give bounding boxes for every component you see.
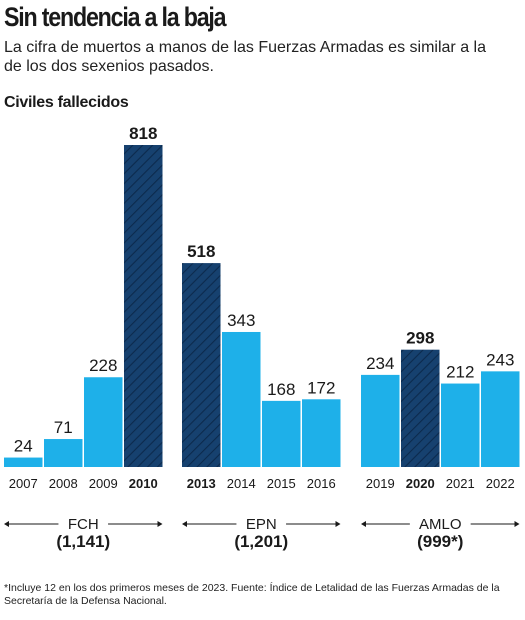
bar-2019 bbox=[361, 374, 400, 467]
tick-label-2022: 2022 bbox=[486, 476, 515, 491]
value-label-2010: 818 bbox=[129, 124, 157, 143]
tick-label-2007: 2007 bbox=[9, 476, 38, 491]
arrow-left-icon bbox=[4, 521, 9, 527]
value-label-2008: 71 bbox=[54, 418, 73, 437]
value-label-2021: 212 bbox=[446, 363, 474, 382]
value-label-2009: 228 bbox=[89, 356, 117, 375]
value-label-2014: 343 bbox=[227, 311, 255, 330]
value-label-2016: 172 bbox=[307, 378, 335, 397]
footnote: *Incluye 12 en los dos primeros meses de… bbox=[4, 582, 500, 607]
bar-2021 bbox=[441, 383, 480, 467]
tick-label-2009: 2009 bbox=[89, 476, 118, 491]
group-name-epn: EPN bbox=[246, 516, 277, 533]
tick-label-2016: 2016 bbox=[307, 476, 336, 491]
bar-2016 bbox=[302, 399, 341, 467]
tick-label-2013: 2013 bbox=[187, 476, 216, 491]
bar-2020 bbox=[401, 349, 440, 467]
bar-2008 bbox=[44, 439, 83, 467]
value-label-2019: 234 bbox=[366, 354, 394, 373]
arrow-right-icon bbox=[157, 521, 163, 527]
value-label-2015: 168 bbox=[267, 380, 295, 399]
chart-subtitle: La cifra de muertos a manos de las Fuerz… bbox=[4, 39, 486, 75]
value-label-2020: 298 bbox=[406, 329, 434, 348]
arrow-right-icon bbox=[514, 521, 520, 527]
bar-2014 bbox=[222, 331, 261, 467]
arrow-right-icon bbox=[335, 521, 341, 527]
value-label-2007: 24 bbox=[14, 437, 33, 456]
group-name-amlo: AMLO bbox=[419, 516, 462, 533]
arrow-left-icon bbox=[182, 521, 187, 527]
tick-label-2020: 2020 bbox=[406, 476, 435, 491]
tick-label-2021: 2021 bbox=[446, 476, 475, 491]
bar-2013 bbox=[182, 263, 221, 467]
bar-2015 bbox=[262, 400, 301, 467]
tick-label-2010: 2010 bbox=[129, 476, 158, 491]
bar-2009 bbox=[84, 377, 123, 467]
section-label: Civiles fallecidos bbox=[4, 94, 129, 111]
tick-label-2008: 2008 bbox=[49, 476, 78, 491]
group-total-fch: (1,141) bbox=[56, 532, 110, 551]
group-total-amlo: (999*) bbox=[417, 532, 463, 551]
group-name-fch: FCH bbox=[68, 516, 99, 533]
chart-title: Sin tendencia a la baja bbox=[4, 2, 227, 32]
bar-2010 bbox=[124, 145, 163, 467]
tick-label-2014: 2014 bbox=[227, 476, 256, 491]
group-total-epn: (1,201) bbox=[234, 532, 288, 551]
bar-2022 bbox=[481, 371, 520, 467]
arrow-left-icon bbox=[361, 521, 366, 527]
bar-2007 bbox=[4, 457, 43, 467]
tick-label-2019: 2019 bbox=[366, 476, 395, 491]
value-label-2013: 518 bbox=[187, 242, 215, 261]
value-label-2022: 243 bbox=[486, 350, 514, 369]
tick-label-2015: 2015 bbox=[267, 476, 296, 491]
